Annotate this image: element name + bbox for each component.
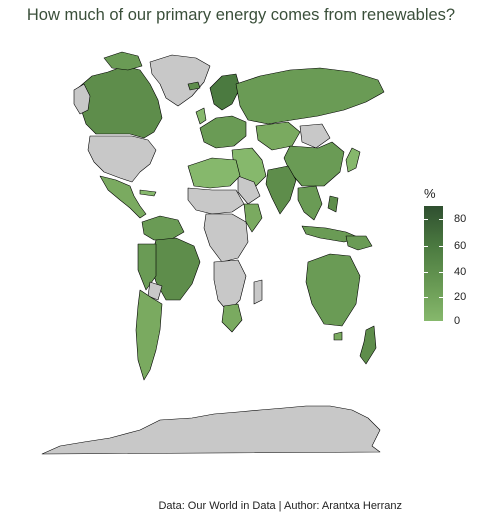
colombia-venezuela	[141, 215, 185, 241]
china	[283, 141, 345, 187]
greenland	[149, 54, 211, 107]
arabia	[237, 175, 261, 205]
central-africa	[203, 213, 249, 263]
map-title: How much of our primary energy comes fro…	[26, 6, 456, 24]
central-asia	[255, 121, 301, 151]
legend-tick-label: 40	[454, 266, 467, 278]
legend-tick-label: 60	[454, 240, 467, 252]
legend-tick-label: 0	[454, 315, 461, 327]
north-africa	[187, 157, 241, 189]
sahel	[187, 187, 245, 215]
legend-tickmark	[439, 297, 443, 298]
scandinavia	[209, 73, 241, 111]
legend: % 80 60 40 20 0	[416, 186, 476, 336]
se-asia	[297, 185, 323, 221]
alaska	[73, 83, 91, 115]
russia	[235, 67, 385, 125]
legend-tickmark	[424, 297, 428, 298]
papua	[345, 235, 373, 251]
madagascar	[253, 279, 263, 305]
south-africa	[221, 303, 243, 333]
argentina-chile	[135, 289, 163, 381]
southern-africa	[213, 259, 247, 313]
arctic-islands	[103, 51, 143, 71]
mongolia	[299, 123, 331, 149]
iceland	[187, 81, 201, 91]
legend-tickmark	[439, 272, 443, 273]
antarctica	[41, 405, 381, 455]
western-europe	[199, 115, 247, 149]
uk	[195, 107, 207, 125]
new-zealand	[359, 325, 377, 365]
australia	[305, 253, 361, 327]
legend-tickmark	[424, 219, 428, 220]
tasmania	[333, 331, 343, 341]
mexico	[99, 175, 147, 219]
east-africa	[243, 203, 263, 233]
legend-tickmark	[424, 246, 428, 247]
legend-tickmark	[439, 219, 443, 220]
usa	[87, 135, 157, 183]
canada	[77, 65, 163, 139]
legend-tickmark	[424, 272, 428, 273]
japan	[345, 147, 361, 173]
legend-tick-label: 80	[454, 213, 467, 225]
caption-text: Data: Our World in Data | Author: Arantx…	[158, 500, 402, 512]
philippines	[327, 195, 339, 213]
legend-colorbar	[424, 206, 443, 321]
legend-title: %	[424, 186, 436, 201]
cuba	[139, 189, 157, 197]
legend-tickmark	[439, 246, 443, 247]
caption: Data: Our World in Data | Author: Arantx…	[0, 500, 482, 512]
india	[265, 165, 297, 215]
paraguay	[147, 281, 163, 301]
legend-tick-label: 20	[454, 291, 467, 303]
